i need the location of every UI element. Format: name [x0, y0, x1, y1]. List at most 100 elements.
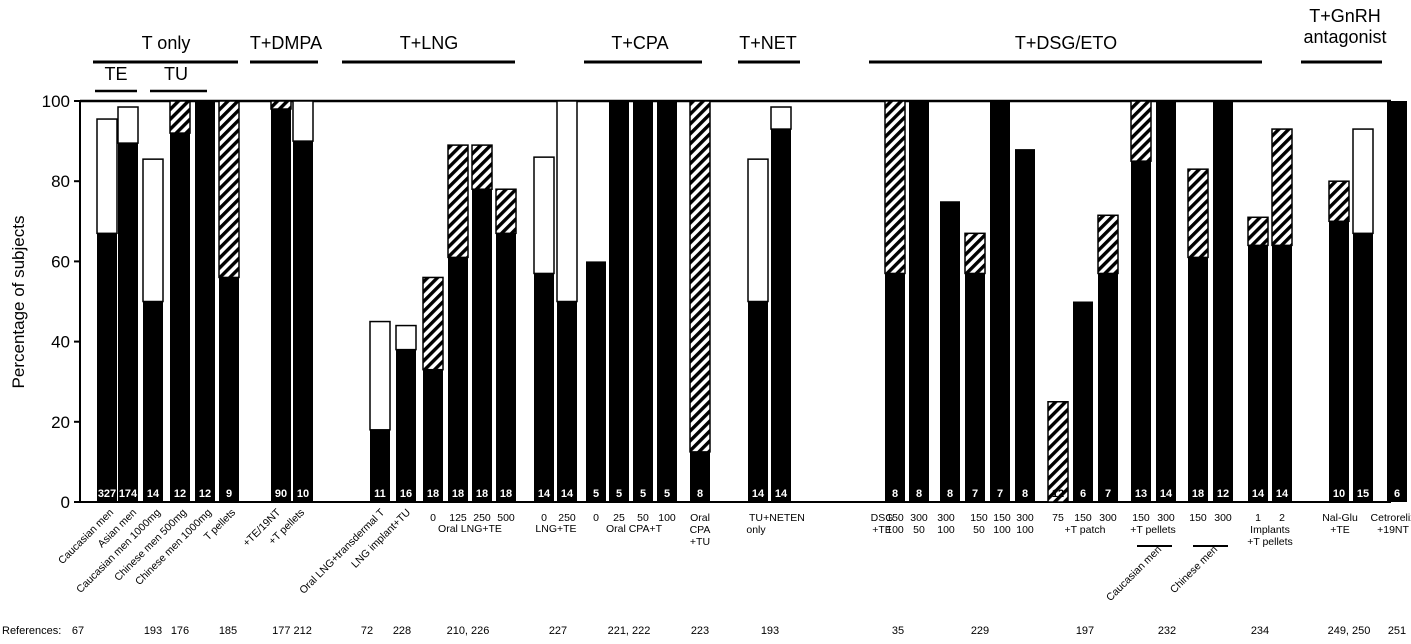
category-label: +T patch — [1065, 524, 1106, 536]
category-label: 0 — [430, 512, 436, 524]
bar-hatched — [964, 232, 986, 275]
y-tick-label: 20 — [51, 413, 70, 432]
bar-n-label: 14 — [1160, 488, 1173, 500]
category-label: only — [746, 524, 766, 536]
bar-hatched — [1187, 168, 1209, 259]
bar-solid — [1329, 221, 1349, 503]
bar-hatched — [884, 100, 906, 275]
category-label: 300 — [1157, 512, 1175, 524]
reference-number: 228 — [393, 625, 411, 637]
bar-solid — [1248, 245, 1268, 503]
bar-solid — [909, 101, 929, 502]
bar-n-label: 14 — [538, 488, 551, 500]
bar-solid — [771, 129, 791, 502]
reference-number: 210, 226 — [447, 625, 490, 637]
category-label: Oral CPA+T — [606, 523, 663, 535]
reference-number: 234 — [1251, 625, 1269, 637]
category-label: 300 — [910, 512, 928, 524]
category-label: 50 — [913, 524, 925, 536]
category-label: 0 — [541, 512, 547, 524]
bar-n-label: 14 — [147, 488, 160, 500]
category-label: 2 — [1279, 512, 1285, 524]
group-title: T+DSG/ETO — [1015, 33, 1117, 53]
bar-n-label: 174 — [119, 488, 138, 500]
bar-n-label: 18 — [500, 488, 512, 500]
bar-solid — [609, 101, 629, 502]
bar-hatched — [689, 100, 711, 453]
bar-n-label: 6 — [1080, 488, 1086, 500]
bar-n-label: 7 — [1105, 488, 1111, 500]
bar-n-label: 5 — [616, 488, 622, 500]
category-label: 150 — [1189, 512, 1207, 524]
bar-n-label: 5 — [664, 488, 670, 500]
reference-number: 67 — [72, 625, 84, 637]
y-tick-label: 100 — [42, 92, 70, 111]
bar-solid — [990, 101, 1010, 502]
bar-hatched — [270, 100, 292, 110]
bar-solid — [271, 109, 291, 503]
bar-hatched — [1130, 100, 1152, 162]
reference-number: 176 — [171, 625, 189, 637]
category-label: 100 — [993, 524, 1011, 536]
bar-solid — [1387, 101, 1407, 502]
bar-hatched — [1097, 214, 1119, 275]
bar-n-label: 14 — [561, 488, 574, 500]
y-tick-label: 40 — [51, 333, 70, 352]
bar-solid — [370, 429, 390, 502]
category-label: 100 — [886, 524, 904, 536]
reference-number: 177 212 — [272, 625, 312, 637]
bar-hatched — [1247, 216, 1269, 247]
category-label: Oral LNG+TE — [438, 523, 502, 535]
bar-hatched — [1271, 128, 1293, 247]
bar-hatched — [218, 100, 240, 279]
category-label: 50 — [637, 512, 649, 524]
bar-solid — [1098, 273, 1118, 502]
bar-n-label: 9 — [226, 488, 232, 500]
category-label: 100 — [1016, 524, 1034, 536]
bar-solid — [1156, 101, 1176, 502]
reference-number: 185 — [219, 625, 237, 637]
bar-n-label: 18 — [452, 488, 464, 500]
bar-solid — [448, 257, 468, 502]
bar-hatched — [471, 144, 493, 190]
category-label: 500 — [497, 512, 515, 524]
bar-open — [747, 158, 769, 303]
category-label: +T pellets — [1247, 536, 1293, 548]
bar-solid — [557, 301, 577, 502]
group-title-line: T+GnRH — [1309, 6, 1381, 26]
bar-hatched — [447, 144, 469, 259]
category-label: 75 — [1052, 512, 1064, 524]
reference-number: 72 — [361, 625, 373, 637]
rotated-category-label: Chinese men — [1168, 544, 1220, 596]
bar-n-label: 6 — [1394, 488, 1400, 500]
category-label: 300 — [1099, 512, 1117, 524]
category-label: 100 — [658, 512, 676, 524]
bar-hatched — [1328, 180, 1350, 223]
bar-solid — [885, 273, 905, 502]
reference-number: 197 — [1076, 625, 1094, 637]
category-label: LNG+TE — [535, 523, 576, 535]
bar-open — [533, 156, 555, 275]
category-label: 150 — [1074, 512, 1092, 524]
bar-open — [1352, 128, 1374, 235]
category-label: Oral — [690, 512, 710, 524]
bar-n-label: 11 — [374, 488, 386, 500]
category-label: 300 — [937, 512, 955, 524]
bar-n-label: 7 — [972, 488, 978, 500]
y-tick-label: 60 — [51, 252, 70, 271]
bar-n-label: 12 — [1217, 488, 1229, 500]
reference-number: 251 — [1388, 625, 1406, 637]
category-label: 100 — [937, 524, 955, 536]
references-label: References: — [2, 625, 61, 637]
category-label: TU — [749, 512, 763, 524]
bar-solid — [1015, 149, 1035, 502]
bar-solid — [1131, 161, 1151, 502]
category-label: Nal-Glu — [1322, 512, 1358, 524]
bar-n-label: 18 — [476, 488, 488, 500]
bar-solid — [586, 261, 606, 502]
category-label: 300 — [1016, 512, 1034, 524]
category-label: 0 — [593, 512, 599, 524]
bar-n-label: 14 — [1276, 488, 1289, 500]
bar-hatched — [495, 188, 517, 235]
bar-solid — [423, 369, 443, 502]
